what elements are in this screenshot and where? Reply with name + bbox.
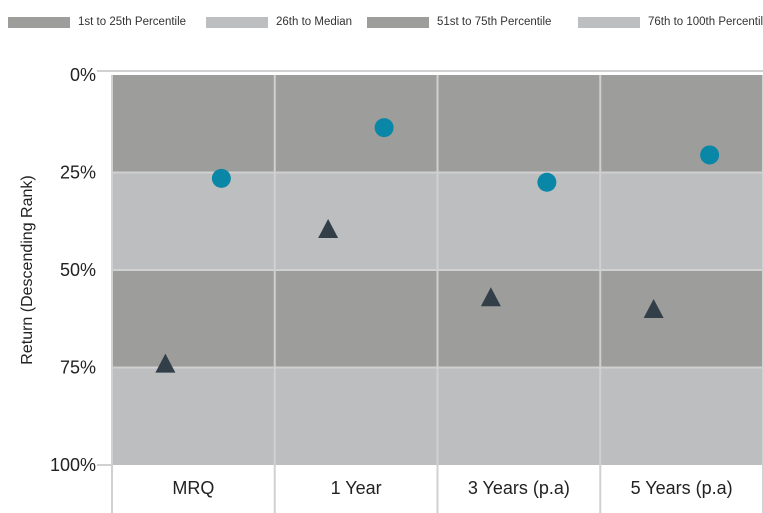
triangle-point bbox=[318, 219, 339, 239]
x-tick-label: 1 Year bbox=[331, 478, 382, 498]
legend-item-76th-100th: 76th to 100th Percentile bbox=[578, 14, 763, 30]
y-tick-label: 25% bbox=[60, 163, 96, 183]
legend-item-1st-25th: 1st to 25th Percentile bbox=[8, 14, 186, 30]
x-tick-label: 3 Years (p.a) bbox=[468, 478, 570, 498]
legend-item-51st-75th: 51st to 75th Percentile bbox=[367, 14, 551, 30]
triangle-point bbox=[643, 299, 664, 318]
y-tick-label: 75% bbox=[60, 358, 96, 378]
legend-swatch bbox=[578, 16, 640, 28]
triangle-point bbox=[155, 353, 176, 373]
legend-label: 1st to 25th Percentile bbox=[78, 16, 187, 28]
y-tick-label: 100% bbox=[50, 455, 96, 475]
legend-label: 76th to 100th Percentile bbox=[648, 16, 763, 28]
y-tick-label: 0% bbox=[70, 65, 96, 85]
legend-swatch bbox=[206, 16, 268, 28]
circle-point bbox=[700, 145, 720, 165]
x-tick-label: 5 Years (p.a) bbox=[631, 478, 733, 498]
circle-point bbox=[374, 118, 394, 138]
circle-point bbox=[211, 168, 231, 188]
legend-swatch bbox=[8, 16, 70, 28]
legend-item-26th-median: 26th to Median bbox=[206, 14, 352, 30]
y-tick-label: 50% bbox=[60, 260, 96, 280]
circle-point bbox=[537, 172, 557, 192]
legend-swatch bbox=[367, 16, 429, 28]
x-tick-label: MRQ bbox=[172, 478, 214, 498]
legend-label: 51st to 75th Percentile bbox=[437, 16, 552, 28]
y-axis-title: Return (Descending Rank) bbox=[19, 175, 36, 364]
legend: 1st to 25th Percentile 26th to Median 51… bbox=[0, 0, 763, 40]
legend-label: 26th to Median bbox=[276, 16, 353, 28]
triangle-point bbox=[480, 287, 501, 307]
